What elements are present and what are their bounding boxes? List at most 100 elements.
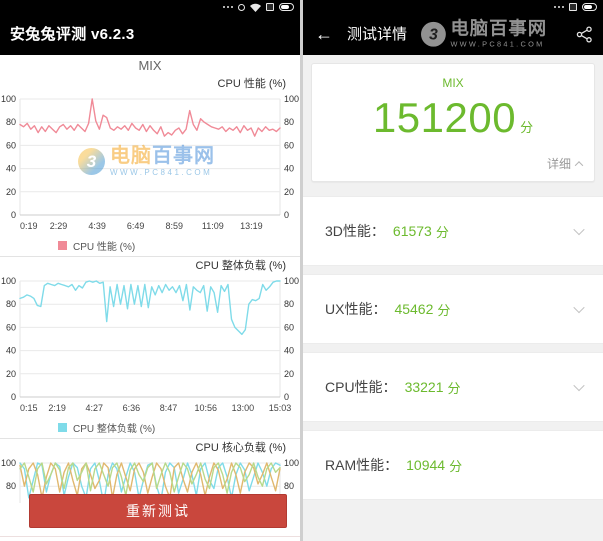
app-title: 安兔兔评测 v6.2.3 xyxy=(10,26,135,43)
result-row-cpu[interactable]: CPU性能： 33221 分 xyxy=(303,352,603,422)
battery-icon xyxy=(279,3,294,11)
svg-text:2:29: 2:29 xyxy=(50,221,68,231)
retest-button[interactable]: 重新测试 xyxy=(29,494,287,528)
svg-text:11:09: 11:09 xyxy=(202,221,224,231)
app-title-bar: 安兔兔评测 v6.2.3 xyxy=(0,14,300,55)
pc841-watermark-gray: 3 电脑百事网 WWW.PC841.COM xyxy=(421,20,547,49)
svg-text:0: 0 xyxy=(11,392,16,402)
row-score: 33221 xyxy=(404,379,444,395)
svg-text:0:15: 0:15 xyxy=(20,403,38,413)
chart-cpu-perf: 0 0 20 20 40 40 60 60 80 80 100 100 0:19 2:29 4:39 6:49… xyxy=(1,94,299,231)
svg-text:100: 100 xyxy=(284,276,299,286)
chevron-down-icon xyxy=(573,301,585,314)
score-card: MIX 151200 分 详细 xyxy=(311,63,595,182)
chart-cpu-total-load: 0 0 20 20 40 40 60 60 80 80 100 100 0:15 2:19 4:27 6:36… xyxy=(1,276,299,413)
svg-text:15:03: 15:03 xyxy=(269,403,292,413)
chart-legend: CPU 整体负载 (%) xyxy=(0,419,300,435)
row-score: 61573 xyxy=(392,223,432,239)
score-card-label: MIX xyxy=(442,76,464,90)
wifi-icon xyxy=(250,3,261,12)
chart-legend: CPU 性能 (%) xyxy=(0,237,300,253)
svg-text:6:36: 6:36 xyxy=(123,403,141,413)
svg-text:60: 60 xyxy=(284,140,294,150)
result-row-3d[interactable]: 3D性能： 61573 分 xyxy=(303,196,603,266)
svg-text:80: 80 xyxy=(6,481,16,491)
alarm-icon xyxy=(238,3,245,11)
sim-card-icon xyxy=(266,3,274,11)
more-dots-icon xyxy=(223,6,233,8)
total-score: 151200 xyxy=(372,94,517,141)
svg-text:13:00: 13:00 xyxy=(232,403,255,413)
svg-text:6:49: 6:49 xyxy=(127,221,145,231)
svg-text:40: 40 xyxy=(284,164,294,174)
sim-card-icon xyxy=(569,3,577,11)
svg-text:60: 60 xyxy=(284,322,294,332)
svg-text:13:19: 13:19 xyxy=(240,221,263,231)
svg-text:4:39: 4:39 xyxy=(88,221,106,231)
row-label: 3D性能： xyxy=(325,223,385,239)
svg-text:80: 80 xyxy=(6,299,16,309)
row-score: 45462 xyxy=(394,301,434,317)
svg-text:40: 40 xyxy=(284,346,294,356)
share-icon[interactable] xyxy=(576,26,593,43)
svg-text:20: 20 xyxy=(284,187,294,197)
svg-text:100: 100 xyxy=(1,94,16,104)
svg-text:0: 0 xyxy=(284,392,289,402)
antutu-charts-screen: 安兔兔评测 v6.2.3 MIX CPU 性能 (%) 0 0 20 20 40 40 60 6… xyxy=(0,0,300,541)
svg-text:2:19: 2:19 xyxy=(48,403,66,413)
charts-container: CPU 性能 (%) 0 0 20 20 40 40 60 60 80 80 100 100 0:19 2:… xyxy=(0,77,300,503)
svg-text:60: 60 xyxy=(6,140,16,150)
bottom-divider xyxy=(0,536,300,537)
chevron-down-icon xyxy=(573,379,585,392)
legend-swatch xyxy=(58,240,67,250)
more-dots-icon xyxy=(554,6,564,8)
result-row-ram: RAM性能： 10944 分 xyxy=(303,430,603,500)
svg-text:80: 80 xyxy=(284,481,294,491)
svg-text:80: 80 xyxy=(284,117,294,127)
chevron-up-icon xyxy=(574,160,584,170)
legend-label: CPU 整体负载 (%) xyxy=(73,423,156,435)
svg-text:20: 20 xyxy=(284,369,294,379)
status-bar-right xyxy=(303,0,603,14)
row-unit: 分 xyxy=(447,380,461,396)
row-label: RAM性能： xyxy=(325,457,399,473)
header-title: 测试详情 xyxy=(347,26,408,43)
svg-text:0:19: 0:19 xyxy=(20,221,38,231)
svg-text:80: 80 xyxy=(6,117,16,127)
section-divider xyxy=(0,256,300,257)
result-row-ux[interactable]: UX性能： 45462 分 xyxy=(303,274,603,344)
row-unit: 分 xyxy=(449,458,463,474)
row-score: 10944 xyxy=(406,457,446,473)
svg-text:20: 20 xyxy=(6,187,16,197)
svg-text:40: 40 xyxy=(6,164,16,174)
chart-title: CPU 性能 (%) xyxy=(217,78,286,90)
section-divider xyxy=(0,438,300,439)
legend-swatch xyxy=(58,422,67,432)
svg-text:100: 100 xyxy=(1,458,16,468)
detail-toggle[interactable]: 详细 xyxy=(547,155,584,172)
svg-text:4:27: 4:27 xyxy=(86,403,104,413)
test-detail-screen: ← 测试详情 3 电脑百事网 WWW.PC841.COM MIX 151200 分 xyxy=(303,0,603,541)
status-bar-left xyxy=(0,0,300,14)
back-button[interactable]: ← xyxy=(315,24,333,44)
svg-text:60: 60 xyxy=(6,322,16,332)
pc841-logo-icon: 3 xyxy=(421,22,446,47)
battery-icon xyxy=(582,3,597,11)
chart-section-cpu-perf: CPU 性能 (%) 0 0 20 20 40 40 60 60 80 80 100 100 0:19 2:… xyxy=(0,77,300,253)
row-unit: 分 xyxy=(437,302,451,318)
chart-title: CPU 核心负载 (%) xyxy=(195,442,286,454)
chart-section-cpu-total-load: CPU 整体负载 (%) 0 0 20 20 40 40 60 60 80 80 100 100 0:15… xyxy=(0,259,300,435)
svg-text:100: 100 xyxy=(284,94,299,104)
legend-label: CPU 性能 (%) xyxy=(73,241,136,253)
svg-text:0: 0 xyxy=(11,210,16,220)
detail-header: ← 测试详情 3 电脑百事网 WWW.PC841.COM xyxy=(303,14,603,55)
result-rows: 3D性能： 61573 分 UX性能： 45462 分 CPU性能： 33221 分 RAM性能：… xyxy=(303,196,603,500)
page-title: MIX xyxy=(138,58,162,73)
svg-text:20: 20 xyxy=(6,369,16,379)
svg-text:100: 100 xyxy=(1,276,16,286)
svg-text:10:56: 10:56 xyxy=(194,403,217,413)
svg-text:0: 0 xyxy=(284,210,289,220)
row-label: UX性能： xyxy=(325,301,387,317)
